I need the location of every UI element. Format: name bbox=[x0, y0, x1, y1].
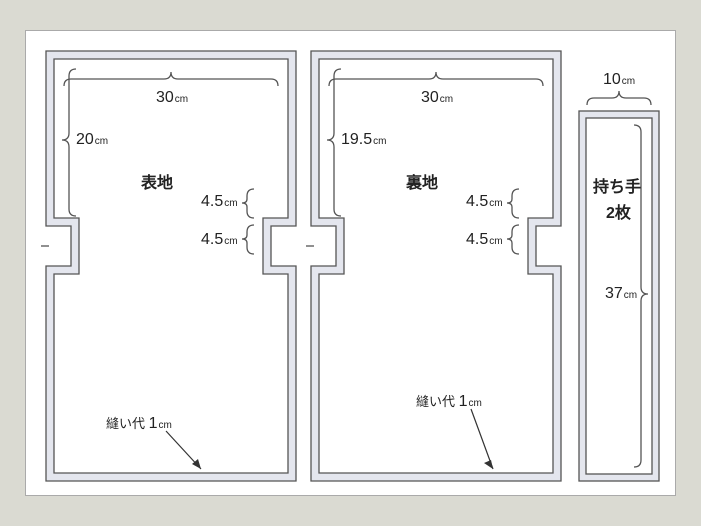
drawing-canvas: 30cm 20cm 表地 4.5cm 4.5cm 縫い代 1cm bbox=[25, 30, 676, 496]
omote-notch-bot-dim: 4.5cm bbox=[201, 231, 238, 249]
omote-width-val: 30 bbox=[156, 89, 174, 106]
unit: cm bbox=[224, 198, 237, 209]
handle-title-1: 持ち手 bbox=[593, 173, 641, 197]
handle-height-val: 37 bbox=[605, 285, 623, 302]
unit: cm bbox=[373, 136, 386, 147]
omote-seam-label: 縫い代 1cm bbox=[106, 413, 172, 433]
unit: cm bbox=[622, 76, 635, 87]
unit: cm bbox=[489, 198, 502, 209]
ura-width-dim: 30cm bbox=[421, 89, 453, 107]
ura-title: 裏地 bbox=[406, 169, 438, 193]
omote-width-dim: 30cm bbox=[156, 89, 188, 107]
piece-handle: 10cm 持ち手 2枚 37cm bbox=[579, 111, 659, 481]
omote-height-val: 20 bbox=[76, 131, 94, 148]
handle-title-2: 2枚 bbox=[606, 199, 631, 223]
unit: cm bbox=[159, 420, 172, 431]
piece-ura: 30cm 19.5cm 裏地 4.5cm 4.5cm 縫い代 1cm bbox=[311, 51, 561, 481]
seam-text: 縫い代 bbox=[416, 394, 455, 409]
ura-height-val: 19.5 bbox=[341, 131, 372, 148]
unit: cm bbox=[469, 398, 482, 409]
unit: cm bbox=[624, 290, 637, 301]
ura-seam-label: 縫い代 1cm bbox=[416, 391, 482, 411]
seam-text: 縫い代 bbox=[106, 416, 145, 431]
ura-height-dim: 19.5cm bbox=[341, 131, 386, 149]
omote-notch-top-val: 4.5 bbox=[201, 193, 223, 210]
omote-notch-top-dim: 4.5cm bbox=[201, 193, 238, 211]
seam-val: 1 bbox=[459, 393, 468, 410]
unit: cm bbox=[95, 136, 108, 147]
handle-width-val: 10 bbox=[603, 71, 621, 88]
ura-notch-bot-dim: 4.5cm bbox=[466, 231, 503, 249]
handle-height-dim: 37cm bbox=[605, 285, 637, 303]
omote-title: 表地 bbox=[141, 169, 173, 193]
ura-notch-top-val: 4.5 bbox=[466, 193, 488, 210]
handle-width-dim: 10cm bbox=[603, 71, 635, 89]
piece-omote: 30cm 20cm 表地 4.5cm 4.5cm 縫い代 1cm bbox=[46, 51, 296, 481]
omote-height-dim: 20cm bbox=[76, 131, 108, 149]
unit: cm bbox=[440, 94, 453, 105]
ura-notch-bot-val: 4.5 bbox=[466, 231, 488, 248]
ura-notch-top-dim: 4.5cm bbox=[466, 193, 503, 211]
piece-ura-svg bbox=[311, 51, 561, 481]
unit: cm bbox=[175, 94, 188, 105]
unit: cm bbox=[224, 236, 237, 247]
unit: cm bbox=[489, 236, 502, 247]
seam-val: 1 bbox=[149, 415, 158, 432]
omote-notch-bot-val: 4.5 bbox=[201, 231, 223, 248]
ura-width-val: 30 bbox=[421, 89, 439, 106]
